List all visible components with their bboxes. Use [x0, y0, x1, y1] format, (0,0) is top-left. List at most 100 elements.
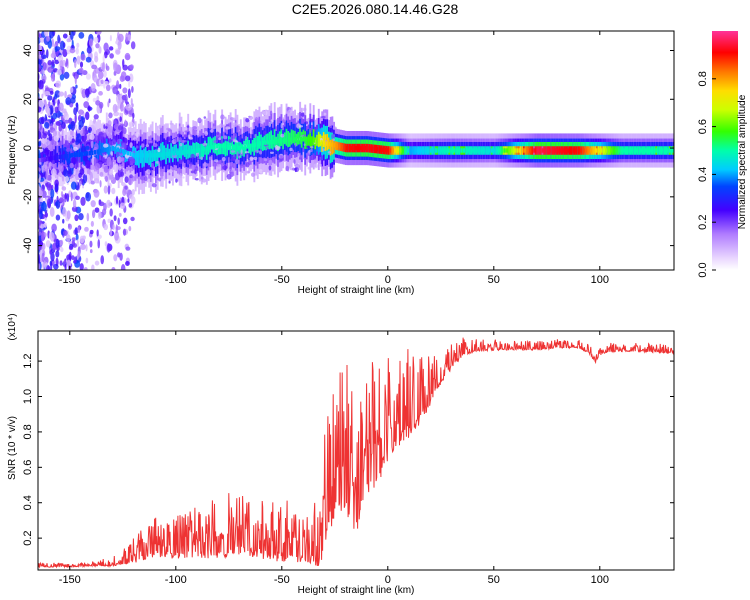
heatmap-noise-blob: [127, 34, 132, 42]
heatmap-noise-blob: [115, 49, 121, 55]
spectrogram-x-tick-label: 0: [385, 274, 391, 286]
heatmap-noise-blob: [89, 171, 93, 182]
heatmap-noise-blob: [42, 132, 47, 139]
heatmap-noise-blob: [50, 123, 54, 131]
heatmap-noise-blob: [298, 154, 303, 158]
heatmap-ridge-cell: [292, 137, 295, 142]
heatmap-noise-blob: [329, 125, 333, 129]
heatmap-noise-blob: [78, 67, 84, 74]
heatmap-noise-blob: [54, 93, 58, 100]
heatmap-noise-blob: [67, 223, 73, 230]
heatmap-noise-blob: [64, 119, 70, 124]
spectrogram-x-tick: -100: [165, 31, 187, 286]
heatmap-noise-blob: [121, 94, 127, 101]
heatmap-ridge-cell: [501, 148, 504, 153]
heatmap-noise-blob: [208, 174, 212, 178]
heatmap-noise-blob: [47, 129, 51, 137]
heatmap-ridge-cell: [434, 148, 438, 153]
heatmap-noise-blob: [192, 174, 197, 178]
heatmap-noise-blob: [51, 139, 54, 146]
heatmap-noise-blob: [197, 157, 200, 160]
heatmap-ridge-cell: [277, 139, 280, 144]
heatmap-noise-blob: [84, 111, 90, 121]
heatmap-ridge-cell: [325, 141, 328, 146]
heatmap-noise-blob: [66, 210, 71, 220]
heatmap-noise-blob: [107, 218, 112, 224]
heatmap-noise-blob: [148, 140, 153, 144]
heatmap-noise-blob: [195, 152, 200, 157]
heatmap-noise-blob: [47, 66, 54, 73]
heatmap-ridge-cell: [83, 151, 86, 156]
heatmap-cell: [158, 146, 161, 158]
heatmap-noise-blob: [38, 141, 41, 147]
heatmap-noise-blob: [218, 137, 222, 141]
snr-y-tick-label: 0.6: [22, 460, 34, 475]
heatmap-noise-blob: [44, 121, 50, 129]
heatmap-noise-blob: [250, 172, 255, 177]
heatmap-noise-blob: [95, 134, 98, 141]
heatmap-ridge-cell: [294, 137, 298, 142]
heatmap-cell: [149, 150, 152, 167]
heatmap-noise-blob: [104, 241, 108, 247]
heatmap-ridge-cell: [213, 144, 216, 149]
heatmap-noise-blob: [121, 182, 126, 187]
heatmap-ridge-cell: [38, 158, 41, 163]
heatmap-noise-blob: [117, 33, 124, 43]
heatmap-noise-blob: [236, 151, 239, 157]
heatmap-ridge-cell: [592, 148, 595, 153]
heatmap-noise-blob: [239, 163, 244, 168]
heatmap-ridge-cell: [485, 148, 488, 153]
spectrogram-x-tick: -150: [59, 31, 81, 286]
heatmap-noise-blob: [107, 120, 112, 127]
heatmap-noise-blob: [201, 178, 207, 183]
heatmap-ridge-cell: [317, 139, 321, 144]
heatmap-cell: [107, 143, 110, 161]
heatmap-ridge-cell: [574, 148, 577, 153]
heatmap-ridge-cell: [600, 148, 603, 153]
heatmap-noise-blob: [106, 199, 111, 209]
heatmap-noise-blob: [70, 191, 73, 202]
heatmap-ridge-cell: [437, 148, 440, 153]
heatmap-noise-blob: [104, 80, 109, 86]
heatmap-noise-blob: [125, 103, 132, 111]
heatmap-cell: [258, 131, 261, 149]
heatmap-noise-blob: [107, 185, 111, 195]
heatmap-noise-blob: [157, 147, 161, 153]
heatmap-noise-blob: [145, 144, 149, 148]
heatmap-ridge-cell: [157, 152, 160, 158]
heatmap-noise-blob: [75, 195, 80, 201]
heatmap-noise-blob: [58, 102, 64, 112]
heatmap-noise-blob: [38, 122, 41, 129]
heatmap-noise-blob: [94, 260, 100, 266]
heatmap-noise-blob: [98, 46, 102, 54]
spectrogram-y-tick: 40: [22, 44, 674, 57]
heatmap-ridge-cell: [419, 148, 422, 153]
spectrogram-heatmap: [38, 31, 674, 270]
heatmap-noise-blob: [76, 55, 81, 65]
heatmap-ridge-cell: [513, 148, 516, 153]
heatmap-noise-blob: [69, 162, 74, 169]
spectrogram-y-tick: 0: [22, 145, 674, 151]
heatmap-ridge-cell: [124, 150, 127, 155]
heatmap-ridge-cell: [544, 148, 547, 153]
heatmap-ridge-cell: [562, 148, 565, 153]
heatmap-noise-blob: [214, 159, 219, 163]
heatmap-ridge-cell: [534, 148, 537, 153]
heatmap-ridge-cell: [480, 148, 483, 153]
heatmap-noise-blob: [203, 162, 208, 167]
heatmap-noise-blob: [49, 31, 55, 39]
heatmap-ridge-cell: [506, 148, 509, 153]
heatmap-noise-blob: [127, 198, 130, 203]
heatmap-noise-blob: [93, 36, 99, 44]
heatmap-ridge-cell: [193, 148, 196, 154]
heatmap-noise-blob: [40, 195, 43, 204]
heatmap-noise-blob: [80, 145, 87, 154]
heatmap-noise-blob: [58, 197, 64, 203]
heatmap-noise-blob: [99, 171, 104, 177]
heatmap-ridge-cell: [595, 148, 598, 153]
heatmap-noise-blob: [268, 122, 271, 128]
heatmap-noise-blob: [104, 175, 109, 182]
spectrogram-x-tick-label: -100: [165, 274, 187, 286]
heatmap-noise-blob: [213, 139, 218, 143]
heatmap-ridge-cell: [338, 144, 341, 149]
